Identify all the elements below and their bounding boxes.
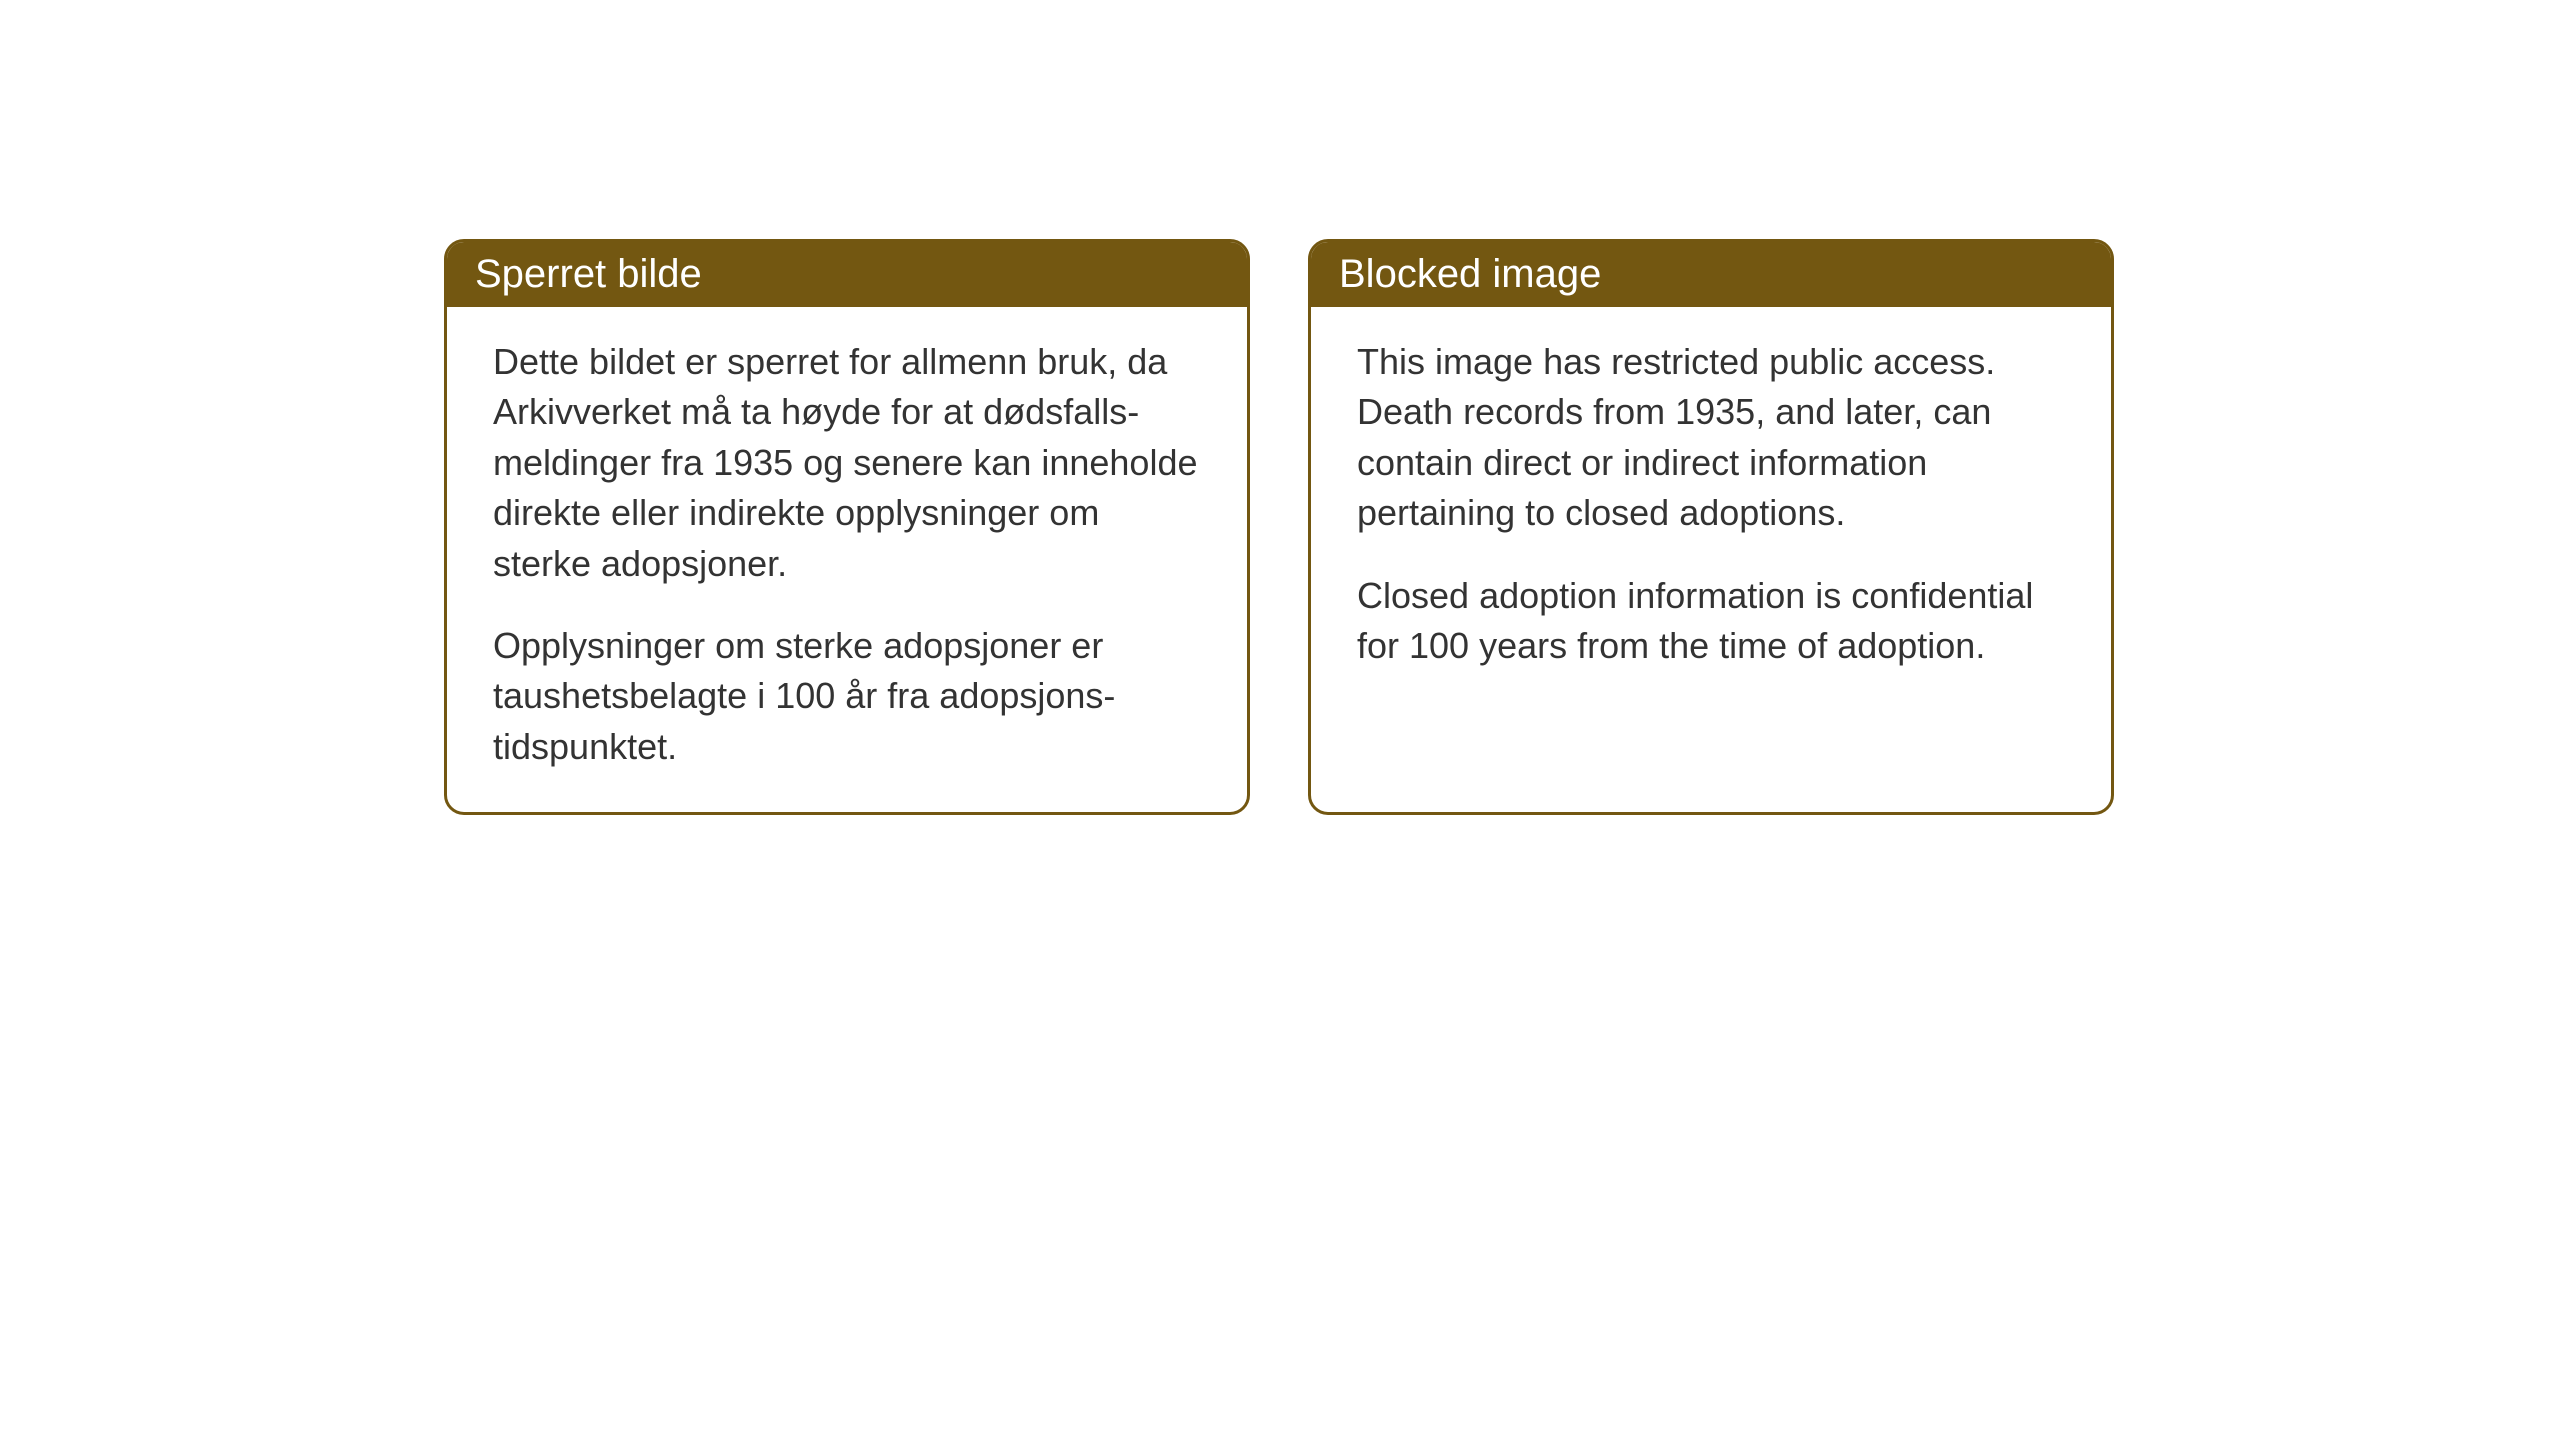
card-title-norwegian: Sperret bilde	[475, 252, 702, 296]
notice-card-norwegian: Sperret bilde Dette bildet er sperret fo…	[444, 239, 1250, 815]
card-paragraph-norwegian-2: Opplysninger om sterke adopsjoner er tau…	[493, 621, 1201, 772]
card-paragraph-english-1: This image has restricted public access.…	[1357, 337, 2065, 539]
card-title-english: Blocked image	[1339, 252, 1601, 296]
card-body-norwegian: Dette bildet er sperret for allmenn bruk…	[447, 307, 1247, 812]
card-body-english: This image has restricted public access.…	[1311, 307, 2111, 711]
card-header-norwegian: Sperret bilde	[447, 242, 1247, 307]
card-header-english: Blocked image	[1311, 242, 2111, 307]
notice-container: Sperret bilde Dette bildet er sperret fo…	[444, 239, 2114, 815]
card-paragraph-english-2: Closed adoption information is confident…	[1357, 571, 2065, 672]
card-paragraph-norwegian-1: Dette bildet er sperret for allmenn bruk…	[493, 337, 1201, 589]
notice-card-english: Blocked image This image has restricted …	[1308, 239, 2114, 815]
